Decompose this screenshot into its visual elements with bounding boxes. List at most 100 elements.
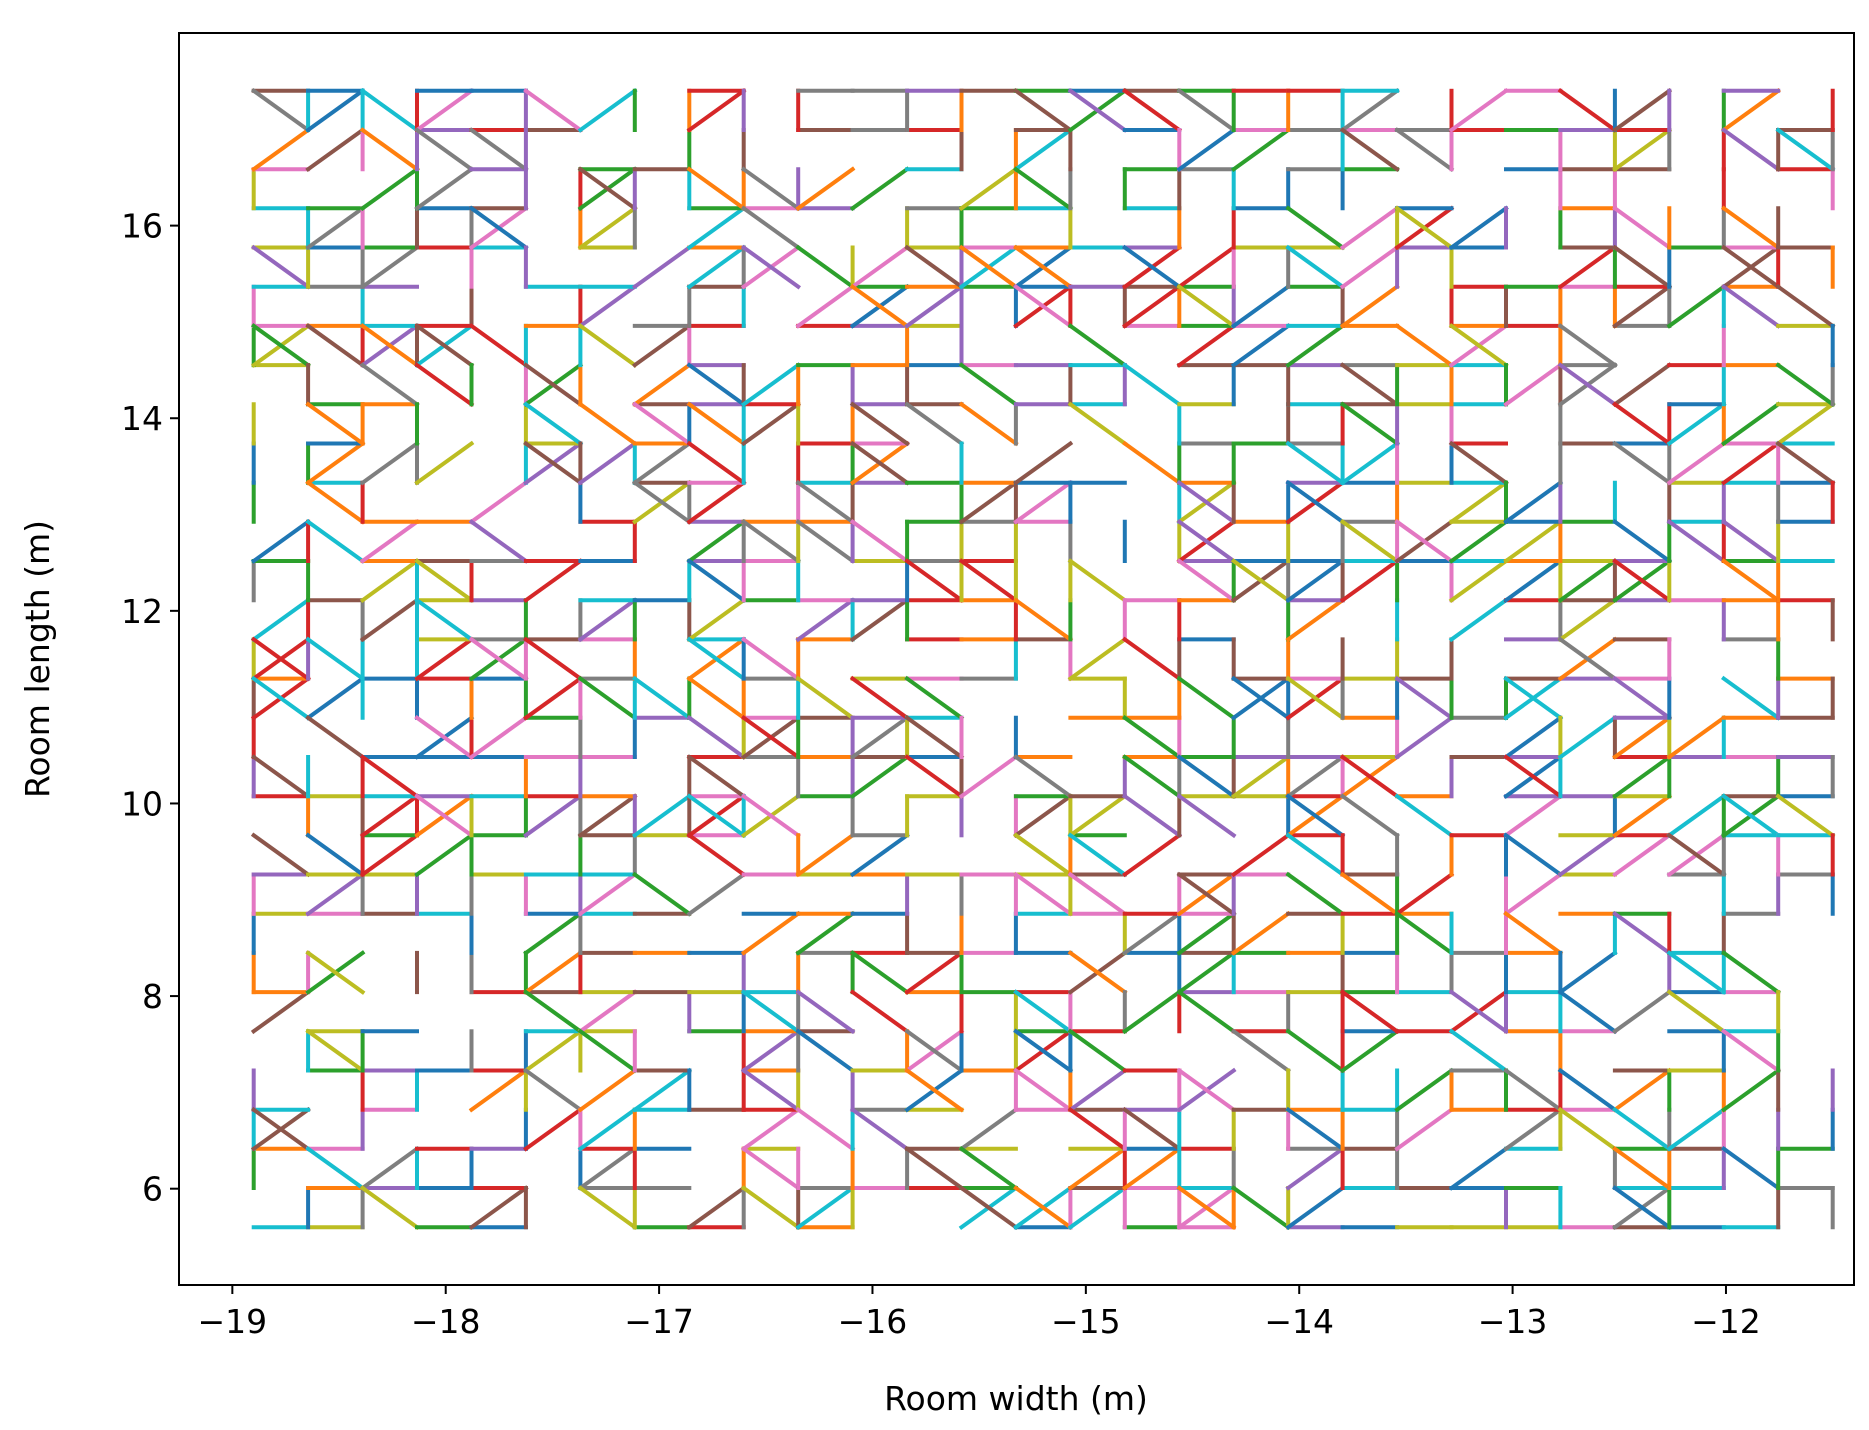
path-segment — [1067, 1146, 1128, 1191]
path-segment — [1503, 1106, 1564, 1152]
path-segment — [686, 832, 747, 878]
path-segment — [1285, 205, 1346, 251]
path-segment — [305, 440, 366, 486]
path-segment — [1503, 715, 1564, 760]
path-segment — [250, 323, 311, 368]
path-segment — [305, 1028, 366, 1074]
path-segment — [1285, 754, 1346, 799]
path-segment — [1666, 832, 1727, 878]
path-segment — [1448, 479, 1509, 525]
path-segment — [1230, 675, 1291, 721]
path-segment — [795, 910, 856, 956]
path-segment — [1067, 1185, 1128, 1230]
path-segment — [1721, 244, 1781, 290]
path-segment — [1503, 754, 1564, 799]
path-segment — [1612, 127, 1673, 172]
path-segment — [1230, 1185, 1291, 1230]
path-segment — [577, 1185, 638, 1230]
path-segment — [686, 558, 747, 603]
path-segment — [1775, 127, 1836, 172]
path-segment — [1122, 754, 1183, 799]
path-segment — [1176, 127, 1237, 172]
path-segment — [1557, 1106, 1618, 1152]
path-segment — [250, 597, 311, 643]
x-tick-label: −17 — [624, 1302, 694, 1341]
path-segment — [1448, 597, 1509, 643]
path-segment — [250, 88, 311, 133]
path-segment — [1503, 832, 1564, 878]
x-tick-label: −18 — [411, 1302, 481, 1341]
path-segment — [1230, 1028, 1291, 1074]
path-segment — [1067, 401, 1128, 447]
path-segment — [795, 1028, 856, 1074]
path-segment — [632, 675, 693, 721]
path-segment — [958, 1106, 1019, 1152]
path-segment — [250, 1106, 311, 1152]
path-segment — [1503, 362, 1564, 408]
path-segment — [1285, 244, 1346, 290]
path-segment — [1721, 283, 1781, 329]
path-segment — [1285, 558, 1346, 603]
path-segment — [1067, 558, 1128, 603]
path-segment — [849, 283, 910, 329]
path-segment — [1176, 244, 1237, 290]
path-segment — [904, 1028, 965, 1074]
path-segment — [1394, 323, 1455, 368]
path-segment — [577, 1067, 638, 1113]
path-segment — [577, 989, 638, 1035]
path-segment — [1721, 440, 1781, 486]
path-segment — [1339, 1028, 1400, 1074]
path-segment — [1067, 1067, 1128, 1113]
path-segment — [1612, 675, 1673, 721]
path-segment — [1721, 558, 1781, 603]
path-segment — [958, 558, 1019, 603]
path-segment — [305, 519, 366, 564]
path-segment — [1067, 1028, 1128, 1074]
path-segment — [1666, 715, 1727, 760]
path-segment — [577, 1028, 638, 1074]
path-segment — [1013, 989, 1074, 1035]
path-segment — [1339, 519, 1400, 564]
path-segment — [632, 323, 693, 368]
path-segment — [686, 205, 747, 251]
path-segment — [1394, 1067, 1455, 1113]
path-segment — [795, 597, 856, 643]
path-segment — [1612, 1106, 1673, 1152]
path-segment — [577, 597, 638, 643]
path-segment — [1612, 88, 1673, 133]
path-segment — [250, 636, 311, 682]
path-segment — [740, 1067, 801, 1113]
path-segment — [1503, 519, 1564, 564]
path-segment — [686, 244, 747, 290]
path-segment — [686, 440, 747, 486]
path-segment — [686, 871, 747, 917]
path-segment — [1775, 440, 1836, 486]
path-segment — [904, 244, 965, 290]
path-segment — [686, 88, 747, 133]
x-tick-label: −15 — [1051, 1302, 1121, 1341]
path-segment — [359, 519, 420, 564]
path-segment — [523, 1067, 584, 1113]
path-segment — [1612, 440, 1673, 486]
path-segment — [1557, 950, 1618, 995]
path-segment — [795, 519, 856, 564]
path-segment — [1176, 754, 1237, 799]
path-segment — [523, 1106, 584, 1152]
path-segment — [958, 754, 1019, 799]
path-segment — [1612, 793, 1673, 839]
y-tick-label: 6 — [142, 1170, 163, 1209]
path-segment — [414, 793, 475, 839]
path-segment — [1230, 323, 1291, 368]
path-segment — [1666, 440, 1727, 486]
path-segment — [904, 283, 965, 329]
path-segment — [468, 636, 529, 682]
path-segment — [359, 1146, 420, 1191]
path-segment — [1666, 1106, 1727, 1152]
path-segment — [795, 244, 856, 290]
path-segment — [686, 362, 747, 408]
path-segment — [1448, 323, 1509, 368]
path-segment — [1013, 871, 1074, 917]
path-segment — [849, 597, 910, 643]
path-segment — [740, 989, 801, 1035]
